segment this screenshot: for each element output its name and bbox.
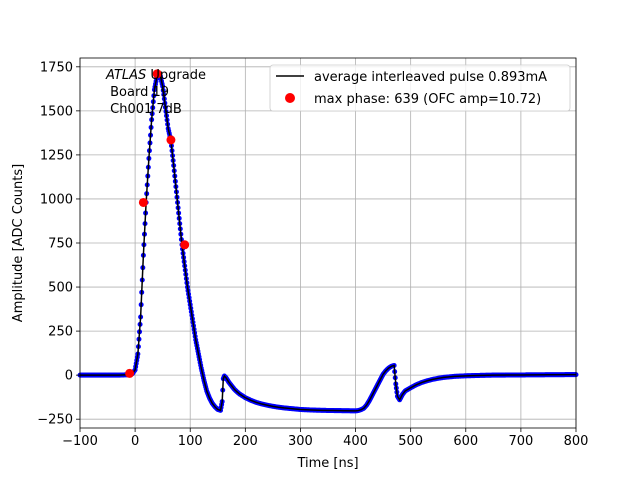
x-tick-label: 800 bbox=[564, 434, 589, 449]
axis-ticks: −100 0 100 200 300 400 500 600 700 800 −250 0 250 500… bbox=[37, 60, 588, 449]
average-pulse-line bbox=[80, 72, 577, 412]
x-tick-label: 500 bbox=[398, 434, 423, 449]
y-tick-label: −250 bbox=[37, 413, 73, 428]
x-tick-label: 400 bbox=[343, 434, 368, 449]
x-tick-label: 600 bbox=[453, 434, 478, 449]
x-tick-label: 100 bbox=[178, 434, 203, 449]
experiment-annotation: ATLAS Upgrade bbox=[105, 68, 206, 83]
max-phase-marker bbox=[138, 197, 148, 207]
legend-marker-swatch bbox=[285, 93, 295, 103]
pulse-line bbox=[80, 72, 577, 412]
legend-label-average-pulse: average interleaved pulse 0.893mA bbox=[314, 70, 547, 85]
y-tick-label: 1500 bbox=[40, 104, 73, 119]
y-tick-label: 1250 bbox=[40, 148, 73, 163]
legend: average interleaved pulse 0.893mA max ph… bbox=[269, 64, 571, 112]
x-tick-label: −100 bbox=[62, 434, 98, 449]
y-tick-label: 0 bbox=[65, 369, 73, 384]
y-tick-label: 250 bbox=[48, 325, 73, 340]
max-phase-marker bbox=[152, 69, 162, 79]
board-annotation: Board 19 bbox=[106, 85, 169, 100]
y-tick-label: 1750 bbox=[40, 60, 73, 75]
y-tick-label: 750 bbox=[48, 237, 73, 252]
experiment-suffix: Upgrade bbox=[146, 68, 206, 83]
max-phase-marker bbox=[166, 135, 176, 145]
y-tick-label: 1000 bbox=[40, 192, 73, 207]
max-phase-marker bbox=[180, 240, 190, 250]
max-phase-marker bbox=[125, 368, 135, 378]
y-tick-label: 500 bbox=[48, 281, 73, 296]
y-axis-label: Amplitude [ADC Counts] bbox=[11, 164, 26, 322]
max-phase-markers bbox=[125, 69, 190, 378]
x-axis-label: Time [ns] bbox=[296, 456, 358, 471]
x-tick-label: 200 bbox=[233, 434, 258, 449]
x-tick-label: 300 bbox=[288, 434, 313, 449]
channel-annotation: Ch001 7dB bbox=[106, 102, 182, 117]
legend-label-max-phase: max phase: 639 (OFC amp=10.72) bbox=[314, 92, 541, 107]
legend-box bbox=[269, 64, 571, 112]
x-tick-label: 700 bbox=[508, 434, 533, 449]
experiment-name: ATLAS bbox=[105, 68, 146, 83]
x-tick-label: 0 bbox=[131, 434, 139, 449]
